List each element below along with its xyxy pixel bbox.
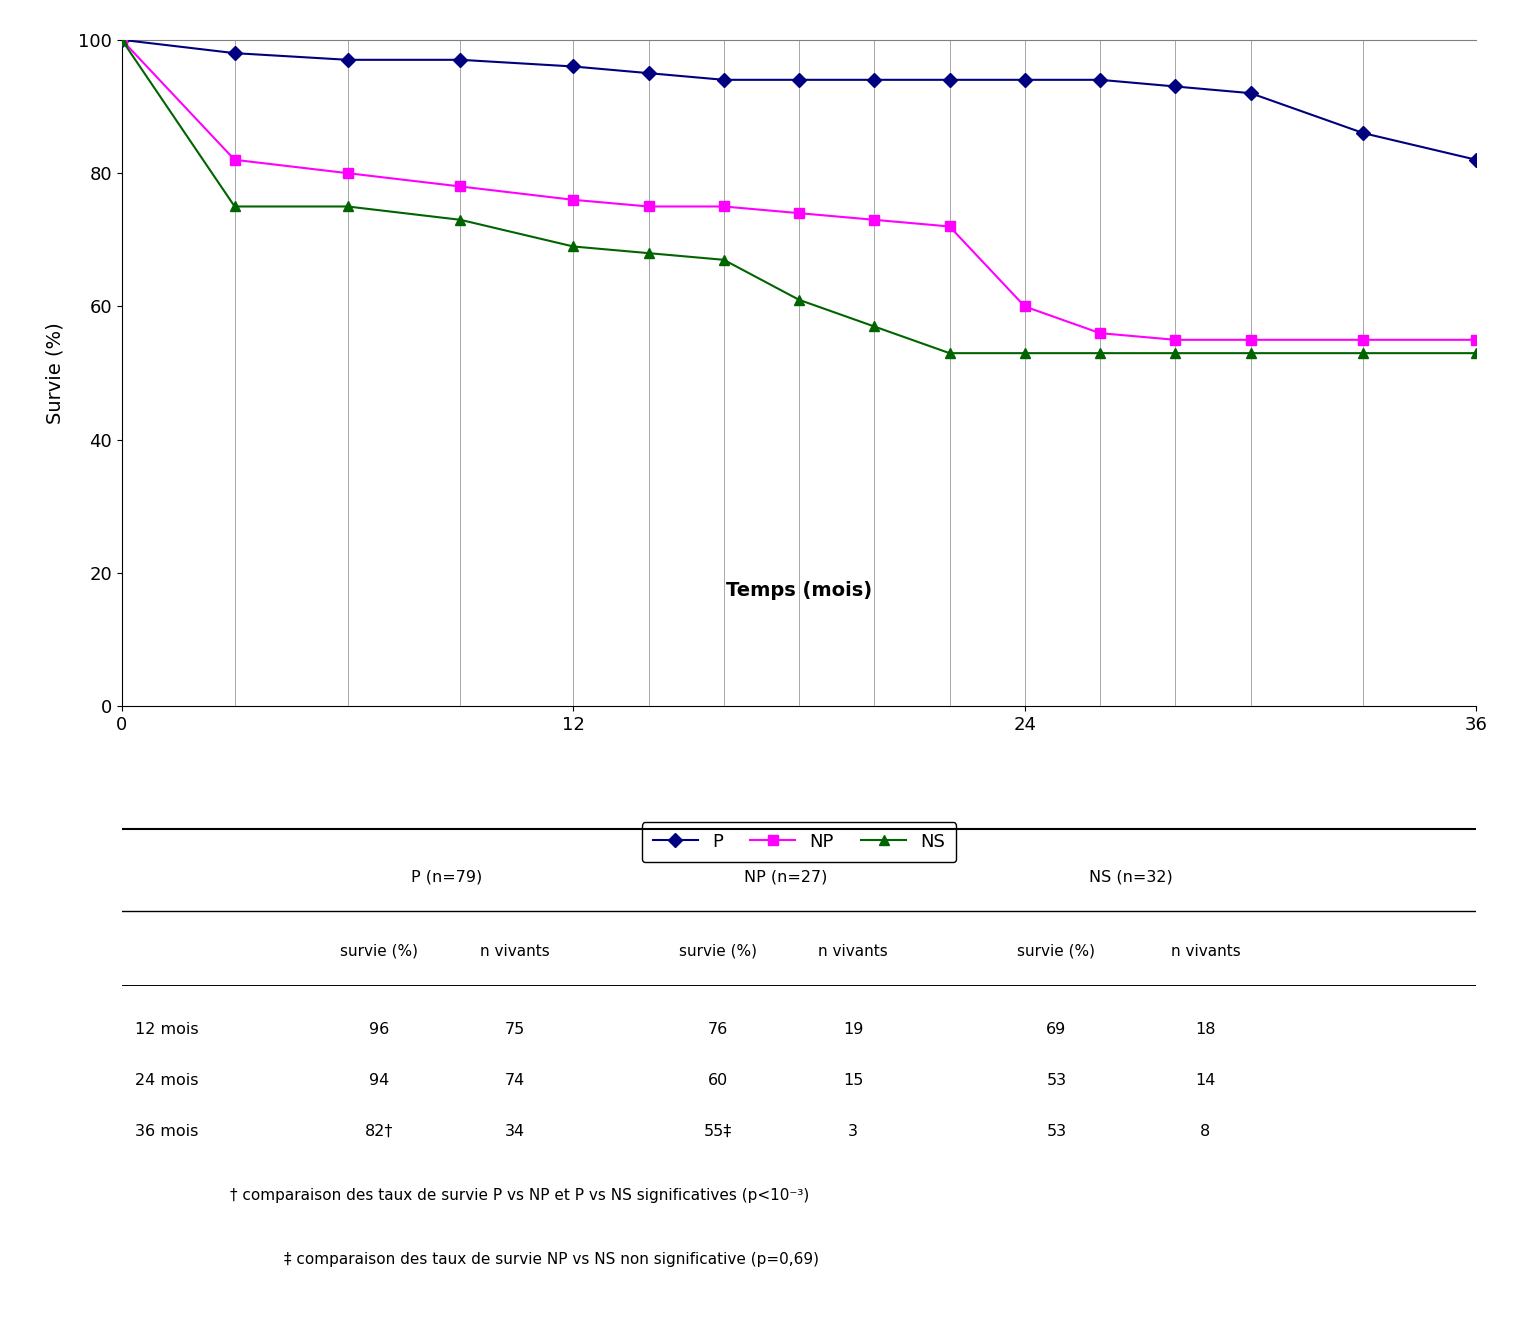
Text: 12 mois: 12 mois: [135, 1022, 199, 1036]
Text: 96: 96: [368, 1022, 390, 1036]
Text: NP (n=27): NP (n=27): [744, 869, 826, 884]
Text: survie (%): survie (%): [679, 943, 756, 959]
Text: 74: 74: [504, 1072, 525, 1088]
Text: 75: 75: [504, 1022, 525, 1036]
Text: 8: 8: [1201, 1124, 1210, 1139]
Text: n vivants: n vivants: [819, 943, 889, 959]
Legend: P, NP, NS: P, NP, NS: [642, 823, 956, 863]
Text: 82†: 82†: [365, 1124, 393, 1139]
Text: P (n=79): P (n=79): [411, 869, 482, 884]
Text: survie (%): survie (%): [1017, 943, 1096, 959]
Text: 34: 34: [504, 1124, 525, 1139]
Y-axis label: Survie (%): Survie (%): [46, 322, 64, 425]
Text: n vivants: n vivants: [479, 943, 549, 959]
Text: 14: 14: [1195, 1072, 1216, 1088]
Text: 53: 53: [1046, 1124, 1067, 1139]
Text: † comparaison des taux de survie P vs NP et P vs NS significatives (p<10⁻³): † comparaison des taux de survie P vs NP…: [230, 1188, 810, 1204]
Text: 36 mois: 36 mois: [135, 1124, 199, 1139]
Text: 69: 69: [1046, 1022, 1067, 1036]
Text: 55‡: 55‡: [703, 1124, 732, 1139]
Text: Temps (mois): Temps (mois): [726, 581, 872, 600]
Text: 94: 94: [368, 1072, 390, 1088]
Text: 53: 53: [1046, 1072, 1067, 1088]
Text: NS (n=32): NS (n=32): [1090, 869, 1173, 884]
Text: 76: 76: [708, 1022, 728, 1036]
Text: survie (%): survie (%): [339, 943, 419, 959]
Text: 15: 15: [843, 1072, 863, 1088]
Text: ‡ comparaison des taux de survie NP vs NS non significative (p=0,69): ‡ comparaison des taux de survie NP vs N…: [285, 1253, 819, 1267]
Text: 24 mois: 24 mois: [135, 1072, 199, 1088]
Text: n vivants: n vivants: [1170, 943, 1240, 959]
Text: 3: 3: [848, 1124, 858, 1139]
Text: 19: 19: [843, 1022, 863, 1036]
Text: 18: 18: [1195, 1022, 1216, 1036]
Text: 60: 60: [708, 1072, 728, 1088]
